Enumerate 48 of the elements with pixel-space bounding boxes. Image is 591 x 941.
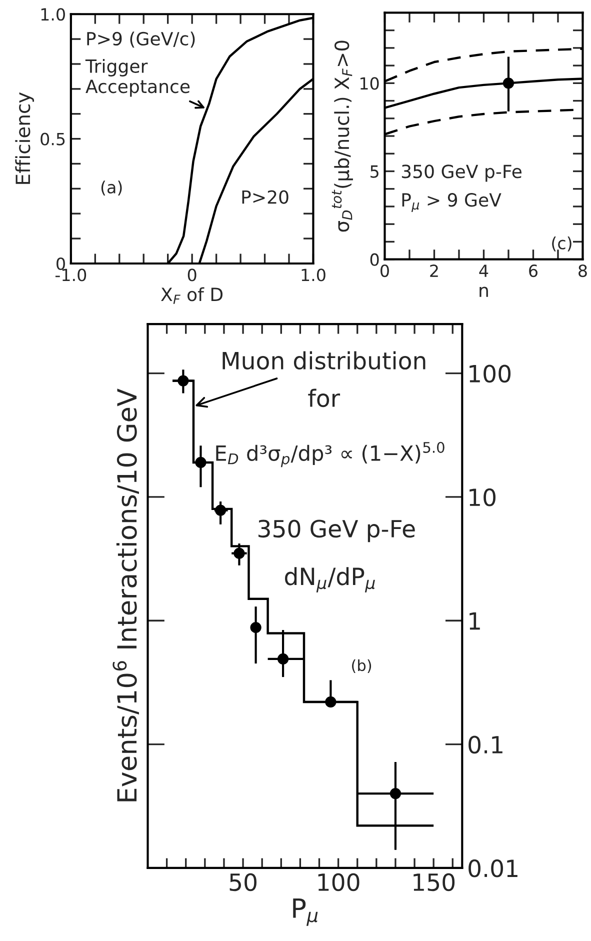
- annotation: Trigger Acceptance: [85, 59, 190, 97]
- x-tick-label: 4: [479, 264, 488, 277]
- y-tick-label: 10: [360, 77, 379, 90]
- y-tick-label: 5: [370, 165, 378, 178]
- x-tick-label: 2: [430, 264, 438, 277]
- annotation: E$_{D}$ d³σ$_{p}$/dp³ ∝ (1−X)$^{5.0}$: [216, 442, 444, 468]
- annotation: P>20: [242, 190, 288, 204]
- y-axis-title: σ$_{D}$$^{tot}$(μb/nucl.) X$_{F}$>0: [332, 40, 353, 232]
- annotation: Muon distribution: [222, 351, 426, 370]
- x-tick-label: 150: [414, 873, 455, 892]
- x-tick-label: 0: [380, 264, 389, 278]
- x-axis-title: n: [480, 286, 488, 297]
- annotation: for: [308, 388, 340, 408]
- y-tick-label: 0.1: [468, 736, 502, 754]
- x-tick-label: 0: [188, 268, 196, 282]
- annotation: dN$_{μ}$/dP$_{μ}$: [285, 567, 375, 592]
- annotation: (a): [101, 180, 122, 196]
- point: [214, 504, 226, 516]
- y-tick-label: 1.0: [41, 8, 65, 21]
- annotation: (c): [552, 236, 572, 252]
- y-tick-label: 100: [470, 364, 511, 383]
- point: [234, 548, 245, 559]
- annotation: (b): [352, 659, 372, 673]
- point: [178, 375, 189, 386]
- y-axis-title: Efficiency: [15, 92, 34, 184]
- annotation: P>9 (GeV/c): [87, 32, 195, 48]
- point: [250, 622, 262, 634]
- annotation: 350 GeV p-Fe: [402, 164, 522, 182]
- x-tick-label: 100: [318, 873, 360, 892]
- annotation: 350 GeV p-Fe: [258, 520, 415, 542]
- annotation: P$_{μ}$ > 9 GeV: [402, 193, 502, 212]
- x-tick-label: 8: [578, 264, 587, 278]
- y-tick-label: 1: [470, 612, 480, 630]
- point: [277, 653, 289, 665]
- y-tick-label: 0: [370, 253, 379, 266]
- point: [325, 696, 336, 708]
- x-tick-label: 1.0: [302, 268, 326, 282]
- y-tick-label: 10: [470, 488, 496, 506]
- x-tick-label: 50: [230, 873, 256, 892]
- x-axis-title: X$_{F}$ of D: [161, 287, 222, 304]
- point: [390, 788, 402, 800]
- point: [195, 456, 206, 468]
- x-tick-label: -1.0: [55, 268, 86, 282]
- x-axis-title: P$_{μ}$: [293, 898, 318, 926]
- x-tick-label: 6: [529, 264, 538, 278]
- y-tick-label: 0.5: [40, 132, 65, 146]
- y-axis-title: Events/10$^{6}$ Interactions/10 GeV: [112, 388, 139, 802]
- y-tick-label: 0.01: [468, 859, 518, 878]
